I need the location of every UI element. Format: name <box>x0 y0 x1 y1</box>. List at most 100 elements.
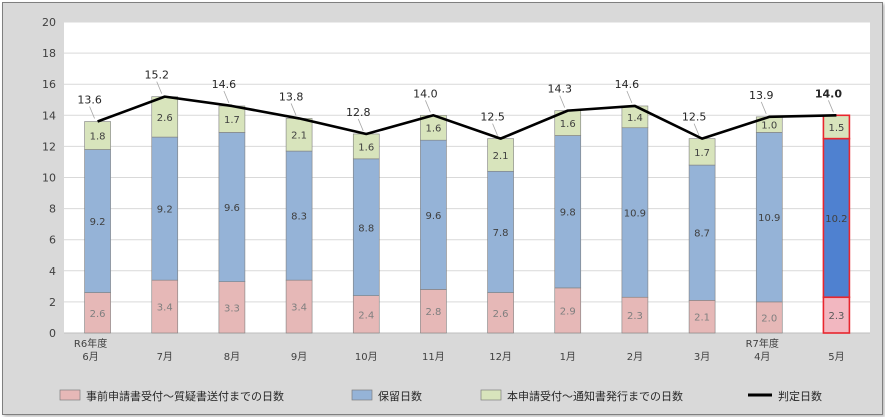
segment-value-label: 2.9 <box>560 306 576 317</box>
legend-label: 保留日数 <box>378 389 422 403</box>
x-tick-label: 11月 <box>422 351 445 363</box>
total-label-leader <box>156 81 163 94</box>
bar-segment <box>755 132 783 303</box>
segment-value-label: 2.6 <box>90 309 106 320</box>
total-label-leader <box>290 103 297 116</box>
y-tick-label: 18 <box>42 47 56 60</box>
x-tick-label: 8月 <box>224 351 240 363</box>
segment-value-label: 2.0 <box>761 313 777 324</box>
legend-label: 判定日数 <box>778 389 822 403</box>
x-tick-label: 6月 <box>82 351 98 363</box>
segment-value-label: 10.9 <box>758 213 780 224</box>
y-tick-label: 6 <box>49 234 56 247</box>
bar-segment <box>688 300 716 334</box>
total-value-label: 14.3 <box>548 83 573 96</box>
total-label-leader <box>828 100 834 113</box>
legend-swatch <box>480 389 502 401</box>
segment-value-label: 1.6 <box>425 124 441 135</box>
segment-value-label: 1.8 <box>90 132 106 143</box>
legend-label: 本申請受付～通知書発行までの日数 <box>507 389 683 403</box>
bar-segment <box>352 295 380 334</box>
bar-segment <box>621 127 649 298</box>
x-tick-label: 5月 <box>828 351 844 363</box>
total-label-leader <box>760 101 767 115</box>
bar-segment <box>151 279 179 334</box>
bar-segment <box>218 281 246 334</box>
segment-value-label: 10.9 <box>624 208 646 219</box>
bar-segment <box>151 96 179 138</box>
bar-segment <box>218 132 246 282</box>
stacked-bar-chart: 0 2 4 6 8 10 12 14 16 18 20 2.6 9.2 1.8 3.4 9.2 2.6 3.3 9… <box>42 16 870 403</box>
x-tick-label: R7年度 <box>746 337 779 350</box>
x-tick-label: 4月 <box>754 351 770 363</box>
segment-value-label: 2.6 <box>493 309 509 320</box>
x-tick-label: 9月 <box>291 351 307 363</box>
bar-segment <box>84 121 111 150</box>
y-tick-label: 12 <box>42 140 56 153</box>
bar-segment <box>420 289 447 334</box>
y-tick-label: 20 <box>42 16 56 29</box>
bar-segment <box>151 136 179 281</box>
total-label-leader <box>357 118 364 132</box>
bar-segment <box>285 279 313 334</box>
segment-value-label: 8.8 <box>358 223 374 234</box>
segment-value-label: 2.1 <box>694 313 710 324</box>
y-tick-label: 2 <box>49 296 56 309</box>
y-tick-label: 16 <box>42 78 56 91</box>
bar-segment <box>218 105 246 133</box>
bar-segment <box>84 292 111 334</box>
bar-segment <box>285 118 313 152</box>
bar-segment <box>285 150 313 281</box>
segment-value-label: 9.6 <box>224 203 240 214</box>
segment-value-label: 2.4 <box>358 310 374 321</box>
total-label-leader <box>223 90 230 104</box>
segment-value-label: 7.8 <box>493 228 509 239</box>
total-value-label: 13.9 <box>749 89 774 102</box>
bar-segment <box>420 139 447 290</box>
segment-value-label: 2.1 <box>291 131 307 142</box>
segment-value-label: 3.4 <box>291 303 307 314</box>
legend-label: 事前申請書受付～質疑書送付までの日数 <box>86 389 284 403</box>
total-label-leader <box>89 106 95 119</box>
segment-value-label: 1.5 <box>828 123 844 134</box>
segment-value-label: 1.4 <box>627 113 643 124</box>
segment-value-label: 1.7 <box>224 115 240 126</box>
bar-segment <box>822 137 851 299</box>
x-tick-label: 3月 <box>694 351 710 363</box>
y-tick-label: 10 <box>42 172 56 185</box>
bar-segment <box>621 296 649 334</box>
judgement-days-line <box>97 95 837 140</box>
total-label-leader <box>559 95 566 108</box>
total-value-label: 15.2 <box>145 69 170 82</box>
segment-value-label: 2.3 <box>627 311 643 322</box>
total-label-leader <box>492 123 498 136</box>
segment-value-label: 9.2 <box>90 217 106 228</box>
segment-value-label: 2.8 <box>425 307 441 318</box>
total-value-label: 12.5 <box>480 111 505 124</box>
bar-segment <box>352 158 380 296</box>
legend-swatch <box>351 389 373 401</box>
x-tick-label: R6年度 <box>74 337 107 350</box>
bar-segment <box>352 133 380 160</box>
total-value-label: 12.8 <box>346 106 371 119</box>
x-tick-label: 12月 <box>489 351 512 363</box>
segment-value-label: 10.2 <box>825 214 847 225</box>
legend-swatch <box>59 389 81 401</box>
total-label-leader <box>626 90 633 104</box>
x-tick-label: 7月 <box>157 351 173 363</box>
total-value-label: 13.6 <box>77 94 102 107</box>
segment-value-label: 2.6 <box>157 113 173 124</box>
segment-value-label: 2.1 <box>493 151 509 162</box>
segment-value-label: 8.7 <box>694 229 710 240</box>
y-tick-label: 0 <box>49 327 56 340</box>
segment-value-label: 3.3 <box>224 303 240 314</box>
segment-value-label: 1.6 <box>560 119 576 130</box>
segment-value-label: 1.0 <box>761 121 777 132</box>
bar-segment <box>487 292 514 334</box>
x-tick-label: 1月 <box>560 351 576 363</box>
segment-value-label: 9.2 <box>157 205 173 216</box>
y-tick-label: 14 <box>42 109 56 122</box>
bar-segment <box>755 301 783 334</box>
segment-value-label: 1.7 <box>694 148 710 159</box>
bar-segment <box>84 149 111 293</box>
